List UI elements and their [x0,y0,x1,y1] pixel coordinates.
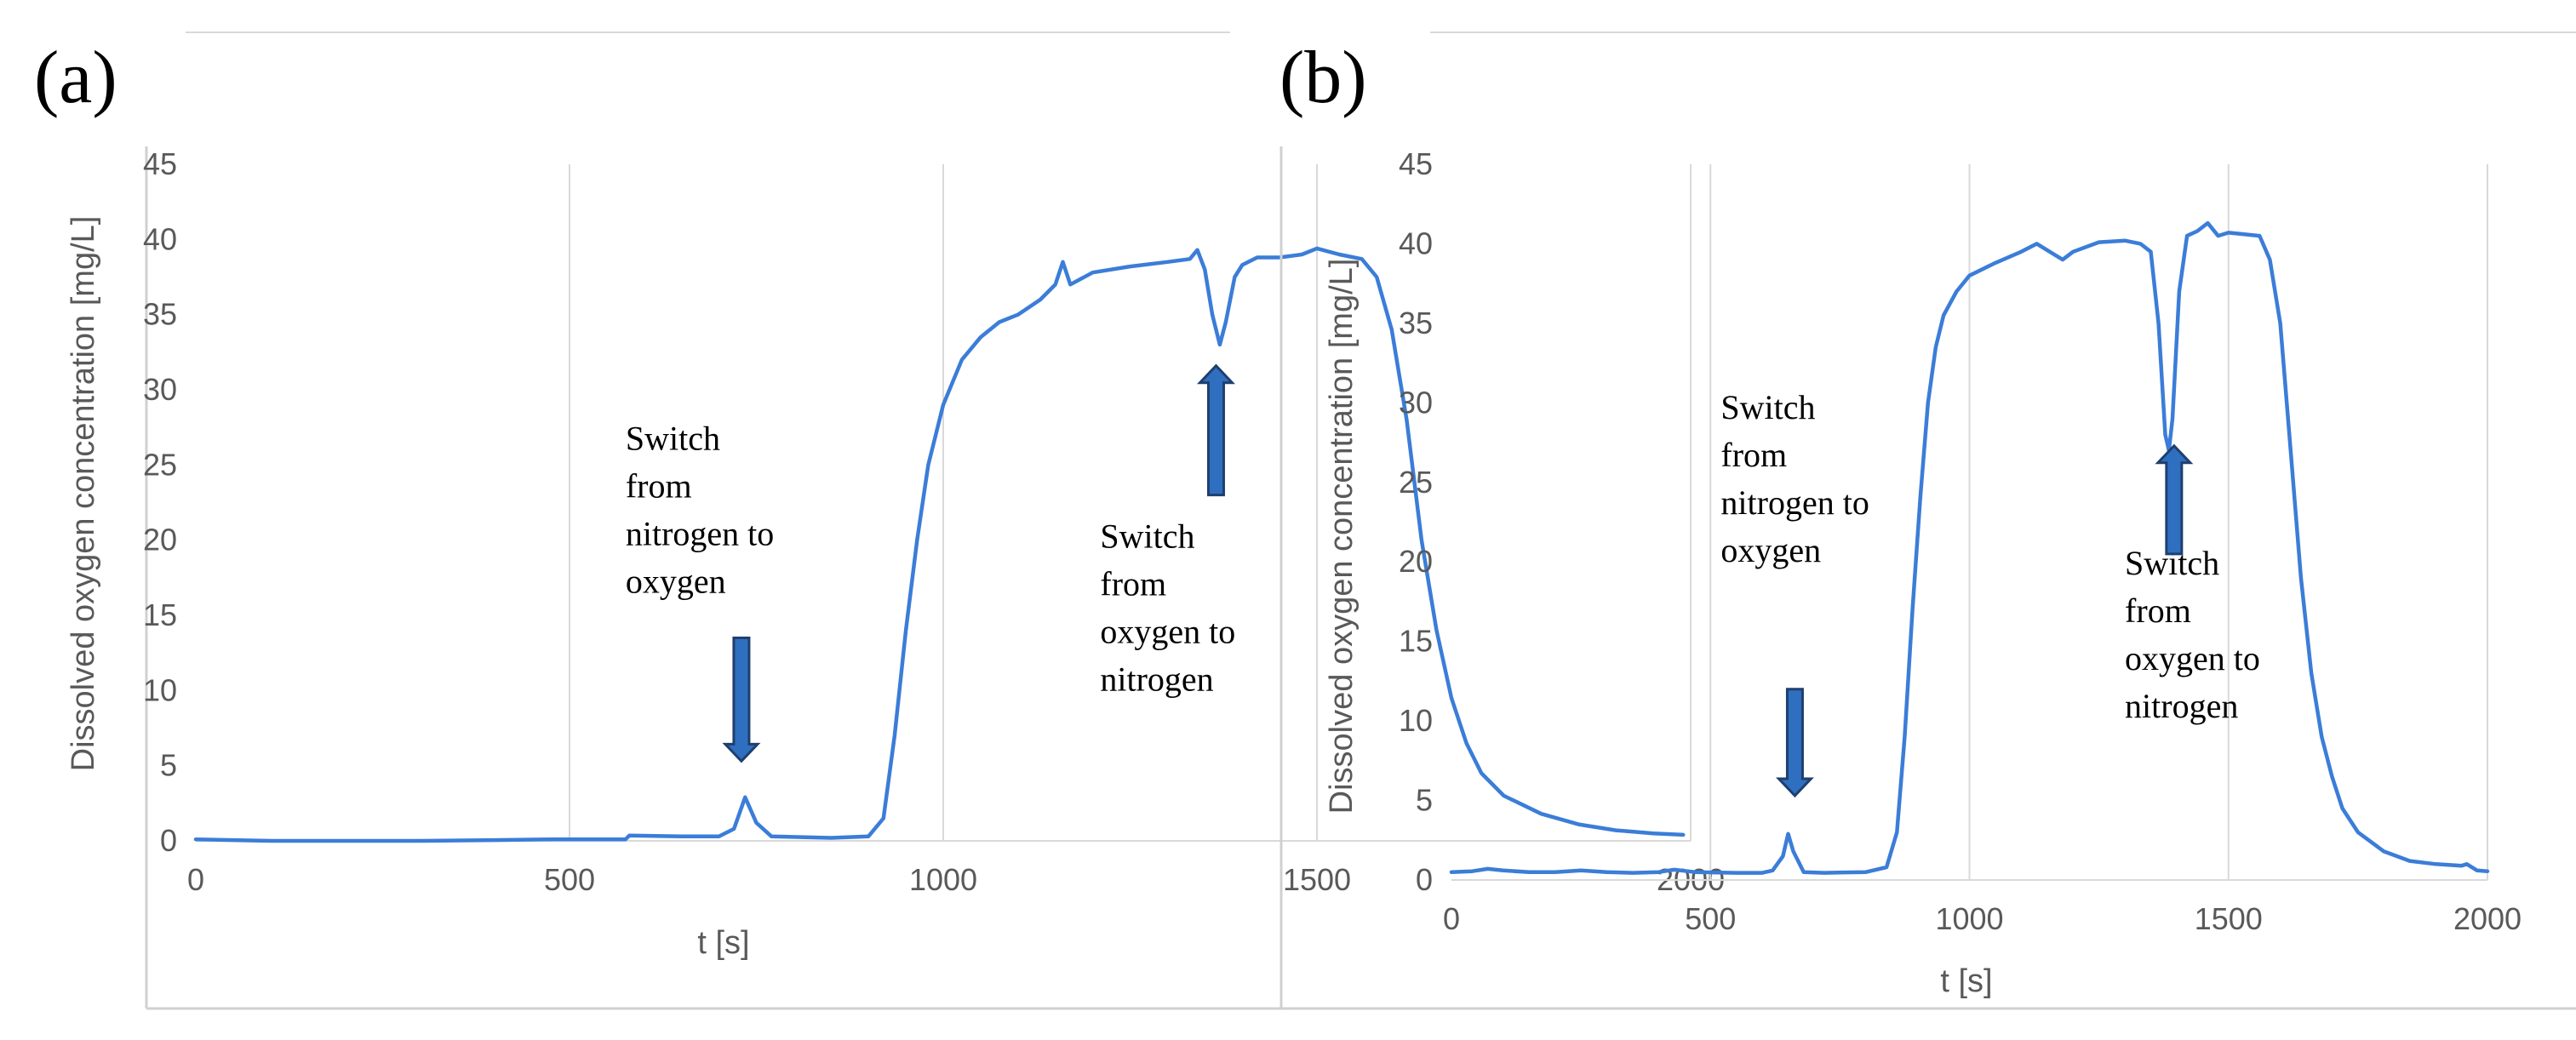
panel-a-x-axis-title: t [s] [697,925,749,961]
panel-b-annotation-line: from [1720,436,1787,474]
panel-b-y-tick-label: 40 [1399,226,1433,260]
panel-a-annotation-line: from [626,467,692,506]
panel-a-annotation-arrow [1196,363,1235,497]
panel-a-annotation-text: Switch from oxygen to nitrogen [1100,517,1235,699]
panel-b-annotation-arrow [1775,688,1814,798]
panel-b-x-tick-label: 1000 [1935,901,2003,936]
panel-a-annotation-line: from [1100,565,1166,603]
panel-a-annotation-line: oxygen to [1100,613,1235,651]
panel-b-y-tick-label: 10 [1399,703,1433,738]
panel-b-y-tick-label: 25 [1399,465,1433,500]
panel-a-annotation-line: nitrogen [1100,660,1213,699]
panel-b-y-tick-label: 20 [1399,544,1433,579]
panel-b-annotation-line: oxygen [1720,531,1821,569]
panel-b-y-tick-label: 30 [1399,385,1433,420]
panel-a-annotation-arrow [722,637,761,763]
panel-a-y-tick-label: 30 [143,372,177,407]
panel-b-series-line [1449,220,2490,875]
panel-b-x-tick-label: 500 [1685,901,1736,936]
panel-a-label: (a) [34,37,117,119]
panel-b-annotation-line: from [2125,591,2191,630]
panel-b-x-tick-label: 0 [1443,901,1460,936]
panel-b-y-tick-label: 0 [1416,862,1433,897]
panel-b-y-tick-label: 15 [1399,624,1433,659]
panel-b-annotation-line: nitrogen [2125,687,2238,725]
panel-b-y-axis-title: Dissolved oxygen concentration [mg/L] [1324,259,1360,814]
panel-a-y-tick-label: 5 [160,748,177,783]
panel-a-y-tick-label: 15 [143,597,177,632]
panel-b-x-tick-label: 1500 [2195,901,2263,936]
panel-a-x-tick-label: 0 [187,862,204,897]
panel-b-annotation-text: Switch from oxygen to nitrogen [2125,544,2260,725]
panel-b: (b) 0 500 1000 1500 2000 0 5 10 15 20 25 30 35 40 45 Sw… [1279,31,2576,1010]
panel-a-annotation-line: Switch [1100,517,1194,556]
panel-a-y-tick-label: 10 [143,672,177,707]
panel-b-x-tick-label: 2000 [2453,901,2522,936]
panel-a-x-tick-label: 1500 [1283,862,1351,897]
panel-b-y-tick-label: 5 [1416,783,1433,818]
panel-a-x-tick-label: 1000 [909,862,977,897]
panel-b-y-tick-label: 35 [1399,306,1433,340]
panel-a-y-tick-label: 25 [143,447,177,482]
panel-a-y-tick-label: 20 [143,523,177,557]
panel-b-plot: 0 500 1000 1500 2000 0 5 10 15 20 25 30 35 40 45 Switch… [1399,146,2522,936]
panel-a-y-tick-label: 35 [143,297,177,332]
panel-b-x-axis-title: t [s] [1940,963,1992,999]
panel-a-series-line [193,246,1686,843]
panel-b-annotation-line: nitrogen to [1720,483,1869,522]
panel-a-y-tick-label: 45 [143,146,177,181]
panel-b-annotation-arrow [2155,443,2194,556]
panel-a-y-tick-label: 0 [160,823,177,858]
panel-a-x-tick-label: 500 [544,862,595,897]
panel-a-annotation-text: Switch from nitrogen to oxygen [626,420,774,601]
panel-a-y-axis-title: Dissolved oxygen concentration [mg/L] [66,216,101,772]
panel-a-annotation-line: oxygen [626,563,726,601]
panel-b-annotation-line: Switch [1720,388,1815,426]
panel-b-y-tick-label: 45 [1399,146,1433,181]
panel-a-plot: 0 500 1000 1500 2000051015202530354045Switch… [143,146,1725,897]
panel-b-label: (b) [1279,37,1367,119]
panel-a: (a) 0 500 1000 1500 2000051015202530354045Sw… [34,31,1725,1010]
panel-a-annotation-line: Switch [626,420,720,458]
panel-b-annotation-text: Switch from nitrogen to oxygen [1720,388,1869,569]
panel-a-y-tick-label: 40 [143,221,177,256]
panel-b-annotation-line: oxygen to [2125,639,2260,677]
panel-a-annotation-line: nitrogen to [626,515,774,553]
